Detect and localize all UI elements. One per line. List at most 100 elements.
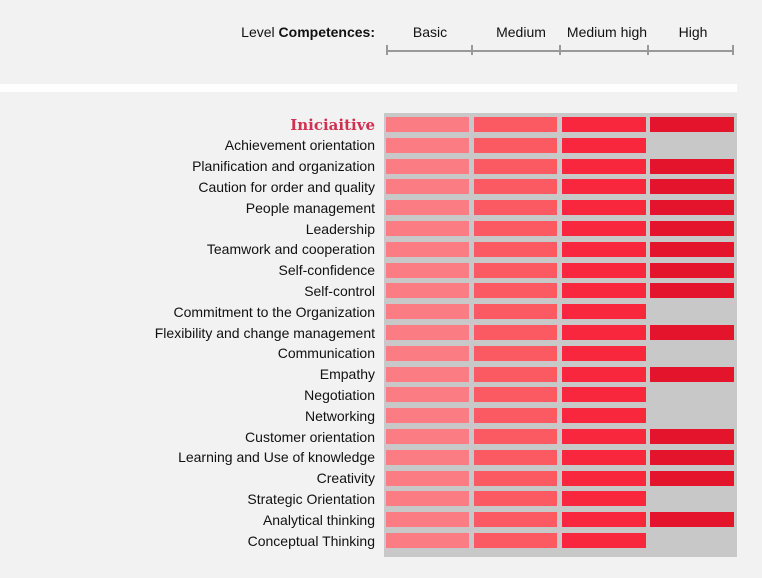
level-cell-medium [474, 325, 557, 340]
level-cell-basic [386, 366, 469, 382]
level-cell-basic [386, 325, 469, 340]
level-cell-high [650, 429, 734, 444]
competence-label: People management [245, 199, 375, 216]
level-cell-medium [474, 408, 557, 424]
competence-label: Leadership [305, 220, 375, 237]
competence-label: Strategic Orientation [247, 490, 375, 507]
level-cell-medium-high [562, 262, 646, 278]
level-cell-medium [474, 241, 557, 257]
level-cell-high [650, 117, 734, 132]
section-title: Iniciaitive [290, 115, 375, 134]
competence-label: Achievement orientation [224, 137, 375, 154]
level-cell-medium-high [562, 387, 646, 403]
level-cell-medium-high [562, 283, 646, 299]
level-cell-basic [386, 158, 469, 174]
competence-label: Planification and organization [192, 158, 375, 175]
level-cell-medium-high [562, 117, 646, 132]
level-cell-medium [474, 366, 557, 382]
level-cell-medium [474, 533, 557, 548]
level-cell-basic [386, 262, 469, 278]
competence-label: Flexibility and change management [154, 324, 375, 341]
competence-label: Teamwork and cooperation [206, 241, 375, 258]
level-cell-medium [474, 221, 557, 236]
competence-label: Learning and Use of knowledge [178, 449, 375, 466]
level-cell-high [650, 262, 734, 278]
level-cell-basic [386, 491, 469, 507]
level-cell-basic [386, 117, 469, 132]
level-cell-medium-high [562, 179, 646, 195]
level-cell-high [650, 241, 734, 257]
level-cell-high [650, 200, 734, 216]
level-cell-medium-high [562, 200, 646, 216]
competence-label: Negotiation [304, 386, 375, 403]
competence-label: Self-confidence [278, 262, 375, 279]
level-cell-medium [474, 283, 557, 299]
level-cell-medium [474, 158, 557, 174]
level-cell-basic [386, 179, 469, 195]
competence-label: Customer orientation [245, 428, 375, 445]
level-cell-medium [474, 512, 557, 528]
level-cell-high [650, 470, 734, 486]
level-axis-tick [559, 45, 561, 55]
level-cell-basic [386, 304, 469, 320]
level-cell-medium-high [562, 137, 646, 153]
competence-label: Creativity [316, 470, 375, 487]
level-cell-high [650, 366, 734, 382]
level-cell-high [650, 512, 734, 528]
level-cell-medium-high [562, 325, 646, 340]
level-prefix: Level [241, 24, 275, 40]
level-high-label: High [678, 24, 708, 40]
level-cell-medium-high [562, 449, 646, 465]
competence-label: Networking [304, 407, 375, 424]
level-cell-medium [474, 345, 557, 361]
level-cell-basic [386, 387, 469, 403]
level-cell-medium-high [562, 345, 646, 361]
level-cell-medium-high [562, 366, 646, 382]
level-cell-medium-high [562, 512, 646, 528]
level-cell-high [650, 158, 734, 174]
level-cell-medium [474, 449, 557, 465]
level-competences-title: Level Competences: [241, 24, 375, 40]
level-cell-medium-high [562, 429, 646, 444]
level-cell-basic [386, 221, 469, 236]
level-cell-high [650, 283, 734, 299]
level-cell-medium [474, 179, 557, 195]
level-cell-medium [474, 200, 557, 216]
level-cell-basic [386, 241, 469, 257]
level-cell-medium-high [562, 221, 646, 236]
competence-label: Empathy [319, 366, 375, 383]
level-cell-medium-high [562, 533, 646, 548]
level-cell-high [650, 221, 734, 236]
level-cell-medium [474, 387, 557, 403]
level-cell-medium [474, 137, 557, 153]
level-cell-medium [474, 262, 557, 278]
level-cell-basic [386, 283, 469, 299]
level-cell-basic [386, 408, 469, 424]
level-cell-medium-high [562, 241, 646, 257]
level-cell-basic [386, 345, 469, 361]
level-axis-tick [647, 45, 649, 55]
competence-label: Analytical thinking [262, 511, 375, 528]
competences-label: Competences: [278, 24, 375, 40]
level-cell-basic [386, 429, 469, 444]
level-axis-tick [732, 45, 734, 55]
level-cell-medium [474, 470, 557, 486]
level-cell-high [650, 325, 734, 340]
level-basic-label: Basic [412, 24, 448, 40]
level-cell-medium-high [562, 470, 646, 486]
level-cell-medium [474, 304, 557, 320]
level-cell-basic [386, 200, 469, 216]
level-cell-basic [386, 470, 469, 486]
level-cell-medium-high [562, 491, 646, 507]
level-cell-basic [386, 449, 469, 465]
section-divider [0, 84, 737, 92]
level-cell-high [650, 179, 734, 195]
level-cell-medium-high [562, 304, 646, 320]
level-cell-high [650, 449, 734, 465]
competence-label: Caution for order and quality [198, 178, 375, 195]
level-cell-medium [474, 117, 557, 132]
level-medium-high-label: Medium high [566, 24, 648, 40]
level-cell-medium-high [562, 408, 646, 424]
level-cell-medium-high [562, 158, 646, 174]
competence-label: Commitment to the Organization [173, 303, 375, 320]
